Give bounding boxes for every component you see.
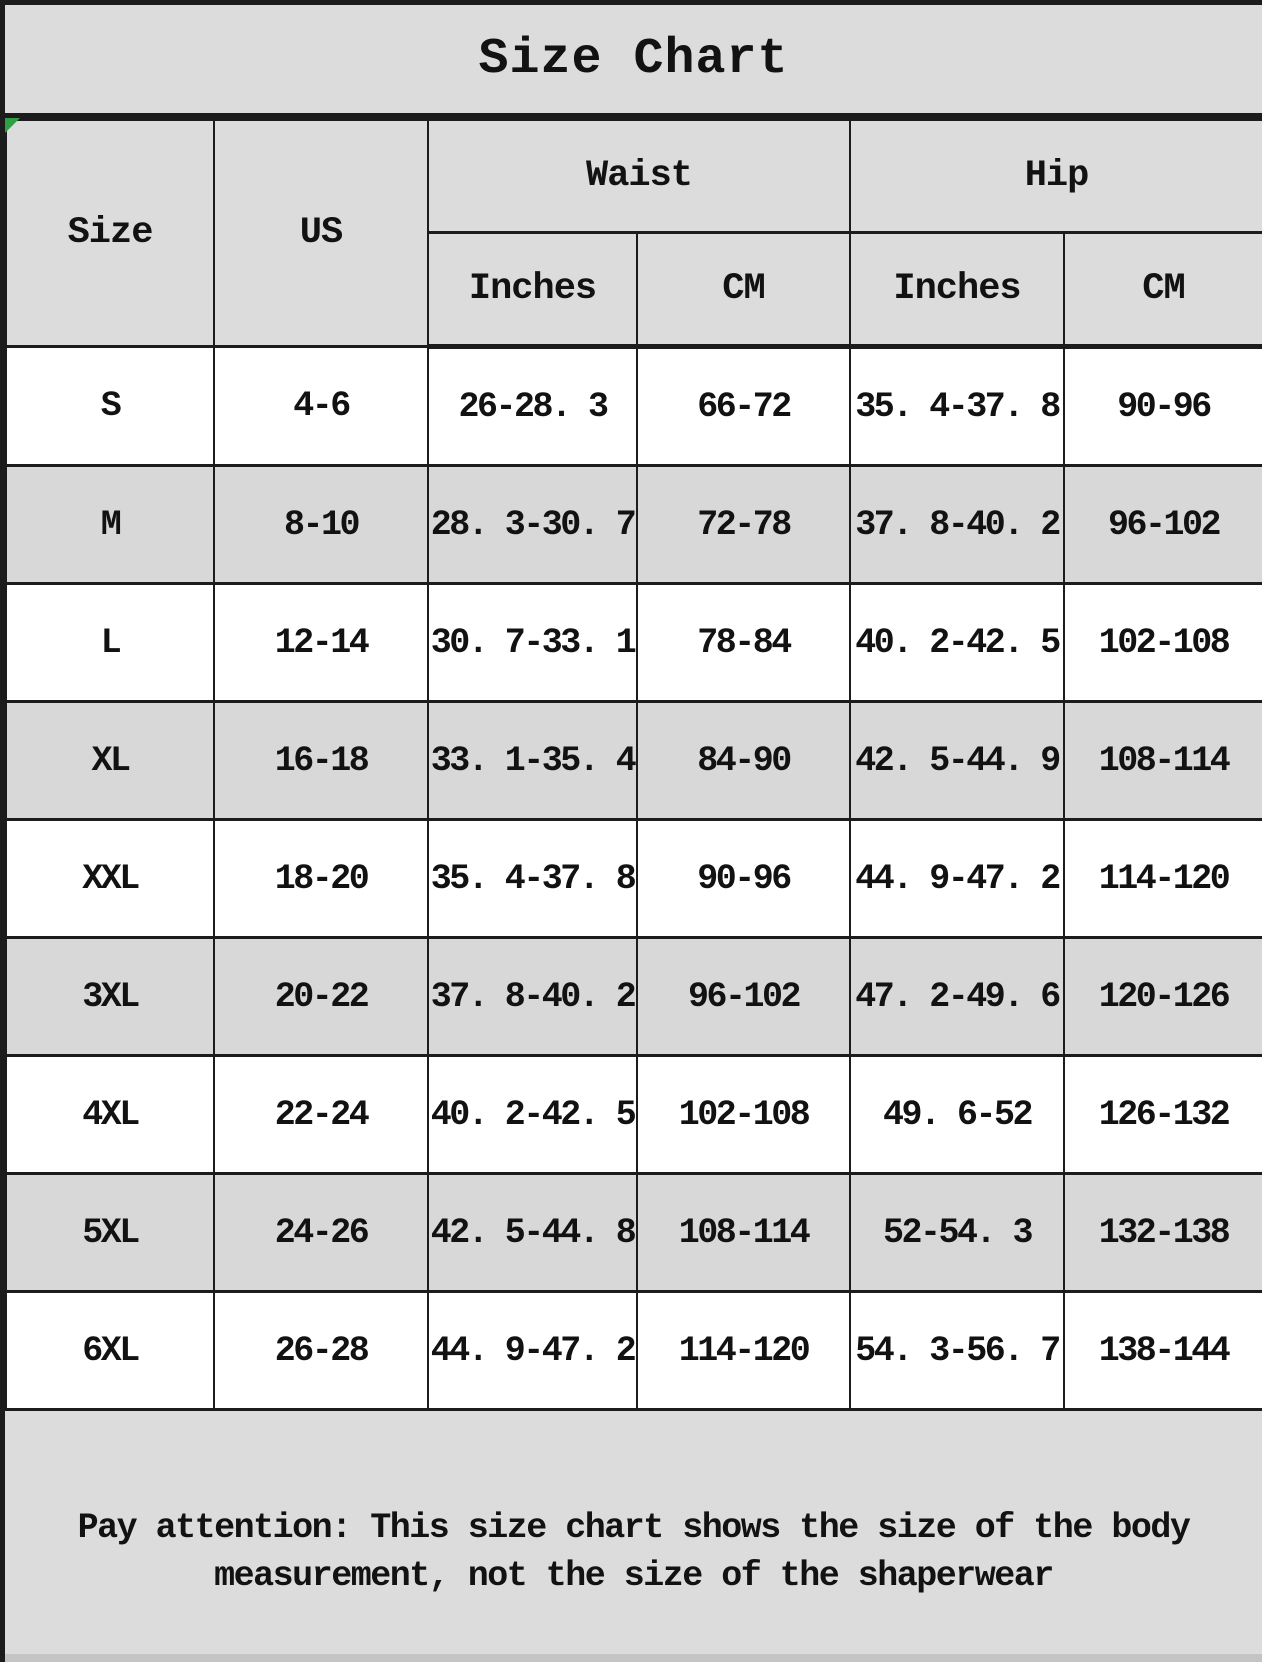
hip-inches-cell: 37. 8-40. 2 xyxy=(849,464,1065,585)
header-waist: Waist xyxy=(427,118,851,234)
header-row-groups: Size US Waist Hip xyxy=(5,118,1262,348)
us-cell: 16-18 xyxy=(213,700,429,821)
title-bar: Size Chart xyxy=(5,5,1262,118)
hip-inches-cell: 42. 5-44. 9 xyxy=(849,700,1065,821)
table-row-6xl: 6XL 26-28 44. 9-47. 2 114-120 54. 3-56. … xyxy=(5,1290,1262,1411)
waist-cm-cell: 84-90 xyxy=(636,700,851,821)
size-cell: XXL xyxy=(5,818,215,939)
size-cell: M xyxy=(5,464,215,585)
waist-inches-cell: 37. 8-40. 2 xyxy=(427,936,638,1057)
hip-cm-cell: 120-126 xyxy=(1063,936,1262,1057)
green-corner-marker-icon xyxy=(5,118,20,133)
us-cell: 12-14 xyxy=(213,582,429,703)
table-row-4xl: 4XL 22-24 40. 2-42. 5 102-108 49. 6-52 1… xyxy=(5,1054,1262,1175)
waist-inches-cell: 33. 1-35. 4 xyxy=(427,700,638,821)
header-hip-cm: CM xyxy=(1063,231,1262,349)
attention-note: Pay attention: This size chart shows the… xyxy=(5,1411,1262,1662)
us-cell: 26-28 xyxy=(213,1290,429,1411)
size-cell: XL xyxy=(5,700,215,821)
hip-inches-cell: 49. 6-52 xyxy=(849,1054,1065,1175)
header-hip: Hip xyxy=(849,118,1262,234)
waist-inches-cell: 26-28. 3 xyxy=(427,345,638,467)
us-cell: 20-22 xyxy=(213,936,429,1057)
size-cell: 5XL xyxy=(5,1172,215,1293)
hip-cm-cell: 90-96 xyxy=(1063,345,1262,467)
hip-inches-cell: 40. 2-42. 5 xyxy=(849,582,1065,703)
hip-cm-cell: 108-114 xyxy=(1063,700,1262,821)
hip-inches-cell: 52-54. 3 xyxy=(849,1172,1065,1293)
waist-cm-cell: 114-120 xyxy=(636,1290,851,1411)
waist-inches-cell: 42. 5-44. 8 xyxy=(427,1172,638,1293)
waist-cm-cell: 90-96 xyxy=(636,818,851,939)
hip-cm-cell: 96-102 xyxy=(1063,464,1262,585)
hip-inches-cell: 54. 3-56. 7 xyxy=(849,1290,1065,1411)
hip-cm-cell: 114-120 xyxy=(1063,818,1262,939)
hip-inches-cell: 35. 4-37. 8 xyxy=(849,345,1065,467)
size-cell: 6XL xyxy=(5,1290,215,1411)
table-row-3xl: 3XL 20-22 37. 8-40. 2 96-102 47. 2-49. 6… xyxy=(5,936,1262,1057)
header-size: Size xyxy=(5,118,215,348)
us-cell: 22-24 xyxy=(213,1054,429,1175)
waist-cm-cell: 96-102 xyxy=(636,936,851,1057)
hip-cm-cell: 132-138 xyxy=(1063,1172,1262,1293)
header-hip-inches: Inches xyxy=(849,231,1065,349)
header-waist-inches: Inches xyxy=(427,231,638,349)
note-line-1: Pay attention: This size chart shows the… xyxy=(77,1508,1191,1548)
note-line-2: measurement, not the size of the shaperw… xyxy=(214,1556,1054,1596)
table-row-m: M 8-10 28. 3-30. 7 72-78 37. 8-40. 2 96-… xyxy=(5,464,1262,585)
waist-cm-cell: 108-114 xyxy=(636,1172,851,1293)
table-row-xl: XL 16-18 33. 1-35. 4 84-90 42. 5-44. 9 1… xyxy=(5,700,1262,821)
waist-inches-cell: 30. 7-33. 1 xyxy=(427,582,638,703)
waist-inches-cell: 40. 2-42. 5 xyxy=(427,1054,638,1175)
hip-cm-cell: 102-108 xyxy=(1063,582,1262,703)
waist-cm-cell: 66-72 xyxy=(636,345,851,467)
table-row-5xl: 5XL 24-26 42. 5-44. 8 108-114 52-54. 3 1… xyxy=(5,1172,1262,1293)
us-cell: 18-20 xyxy=(213,818,429,939)
page-title: Size Chart xyxy=(478,30,789,88)
header-waist-cm: CM xyxy=(636,231,851,349)
us-cell: 8-10 xyxy=(213,464,429,585)
us-cell: 24-26 xyxy=(213,1172,429,1293)
size-cell: L xyxy=(5,582,215,703)
bottom-edge-strip xyxy=(5,1654,1262,1662)
hip-inches-cell: 47. 2-49. 6 xyxy=(849,936,1065,1057)
us-cell: 4-6 xyxy=(213,345,429,467)
size-cell: 3XL xyxy=(5,936,215,1057)
header-row-units: Inches CM Inches CM xyxy=(6,231,1262,349)
hip-inches-cell: 44. 9-47. 2 xyxy=(849,818,1065,939)
hip-cm-cell: 126-132 xyxy=(1063,1054,1262,1175)
table-row-xxl: XXL 18-20 35. 4-37. 8 90-96 44. 9-47. 2 … xyxy=(5,818,1262,939)
size-cell: S xyxy=(5,345,215,467)
waist-cm-cell: 72-78 xyxy=(636,464,851,585)
waist-inches-cell: 44. 9-47. 2 xyxy=(427,1290,638,1411)
table-row-l: L 12-14 30. 7-33. 1 78-84 40. 2-42. 5 10… xyxy=(5,582,1262,703)
waist-cm-cell: 102-108 xyxy=(636,1054,851,1175)
waist-inches-cell: 28. 3-30. 7 xyxy=(427,464,638,585)
size-cell: 4XL xyxy=(5,1054,215,1175)
header-us: US xyxy=(213,118,429,348)
waist-cm-cell: 78-84 xyxy=(636,582,851,703)
table-row-s: S 4-6 26-28. 3 66-72 35. 4-37. 8 90-96 xyxy=(5,345,1262,467)
hip-cm-cell: 138-144 xyxy=(1063,1290,1262,1411)
waist-inches-cell: 35. 4-37. 8 xyxy=(427,818,638,939)
size-table: Size US Waist Hip Inches CM Inches CM S … xyxy=(5,118,1262,1411)
